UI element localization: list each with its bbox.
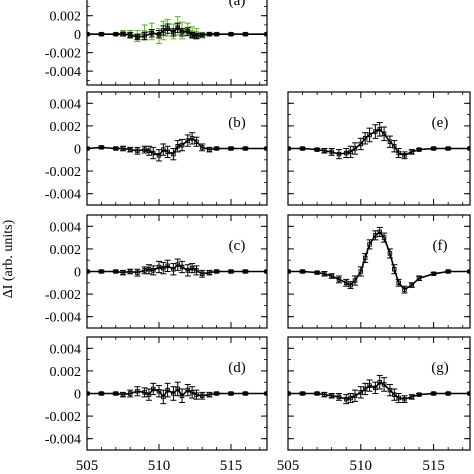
ytick-label-b-0: 0.004 (50, 97, 82, 112)
panel-label-c: (c) (229, 238, 246, 254)
y-axis-label: ΔI (arb. units) (1, 219, 16, 298)
xtick-label-d-0: 505 (76, 458, 99, 474)
xtick-label-d-1: 510 (148, 458, 171, 474)
panel-d: 0.004 0.002 0 -0.002 -0.004 505 510 515 (d) (45, 337, 270, 474)
panel-label-g: (g) (431, 360, 449, 376)
ytick-label-c-2: 0 (74, 266, 81, 281)
axes-frame-a (87, 0, 267, 85)
xtick-label-d-2: 515 (220, 458, 243, 474)
plot-area-d (84, 382, 270, 403)
panel-a: 0.002 0 -0.002 -0.004 (a) (45, 0, 270, 85)
panel-label-b: (b) (228, 115, 246, 131)
ytick-label-b-2: 0 (74, 143, 81, 158)
xtick-label-g-2: 515 (422, 458, 445, 474)
ytick-label-c-4: -0.004 (45, 311, 81, 326)
plot-area-a (84, 17, 270, 44)
ytick-label-d-0: 0.004 (50, 342, 82, 357)
panel-c: 0.004 0.002 0 -0.002 -0.004 (c) (45, 215, 270, 328)
panel-f: (f) (285, 215, 473, 328)
ytick-label-d-1: 0.002 (50, 365, 82, 380)
ytick-label-d-2: 0 (74, 388, 81, 403)
series-line-g-0 (288, 382, 470, 399)
ytick-label-b-4: -0.004 (45, 188, 81, 203)
ytick-label-a-3: -0.004 (45, 65, 81, 80)
plot-area-b (84, 133, 270, 161)
panel-label-e: (e) (432, 115, 449, 131)
xtick-label-g-1: 510 (350, 458, 373, 474)
ytick-label-d-4: -0.004 (45, 433, 81, 448)
xtick-label-g-0: 505 (277, 458, 300, 474)
ytick-label-a-1: 0 (74, 28, 81, 43)
panel-g: 505 510 515 (g) (277, 337, 473, 474)
series-d-0 (84, 382, 270, 403)
series-a-1 (84, 23, 270, 40)
ytick-label-b-3: -0.002 (45, 165, 81, 180)
ytick-label-c-3: -0.002 (45, 288, 81, 303)
ytick-label-a-0: 0.002 (50, 10, 82, 25)
panel-b: 0.004 0.002 0 -0.002 -0.004 (b) (45, 92, 270, 205)
ytick-label-b-1: 0.002 (50, 120, 82, 135)
panel-label-d: (d) (228, 360, 246, 376)
plot-area-c (84, 259, 270, 277)
series-b-0 (84, 133, 270, 161)
panel-e: (e) (285, 92, 473, 205)
ytick-label-a-2: -0.002 (45, 47, 81, 62)
plot-area-g (285, 375, 473, 403)
panel-label-f: (f) (433, 238, 448, 254)
ytick-label-c-0: 0.004 (50, 220, 82, 235)
series-g-0 (285, 375, 473, 403)
series-c-0 (84, 259, 270, 277)
series-a-0 (84, 17, 270, 44)
panel-label-a: (a) (229, 0, 246, 9)
ytick-label-d-3: -0.002 (45, 410, 81, 425)
ytick-label-c-1: 0.002 (50, 243, 82, 258)
